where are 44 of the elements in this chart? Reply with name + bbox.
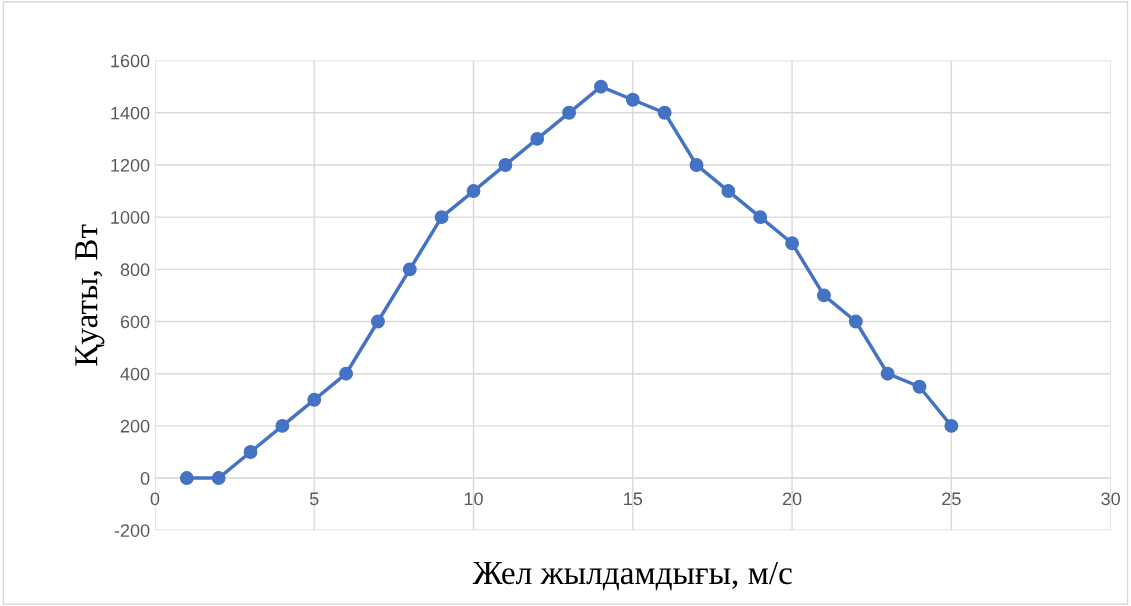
- y-tick-label: 200: [120, 419, 150, 433]
- y-tick-label: 1200: [111, 158, 150, 172]
- point: [243, 445, 258, 459]
- point: [179, 471, 194, 486]
- y-tick-label: 1400: [111, 106, 150, 120]
- y-tick-label: 800: [120, 263, 150, 277]
- y-tick-label: 600: [120, 315, 150, 329]
- x-axis-title: Жел жылдамдығы, м/с: [472, 561, 792, 591]
- point: [816, 288, 831, 303]
- x-tick-label: 20: [782, 492, 802, 506]
- point: [370, 314, 385, 329]
- point: [912, 379, 927, 394]
- y-tick-label: 1600: [111, 54, 150, 68]
- point: [562, 105, 577, 120]
- point: [434, 210, 449, 225]
- x-tick-label: 5: [309, 492, 319, 506]
- point: [498, 158, 513, 172]
- y-tick-label: -200: [114, 524, 150, 537]
- point: [785, 236, 800, 251]
- point: [689, 158, 704, 172]
- point: [593, 79, 608, 94]
- y-tick-label: 1000: [111, 211, 150, 224]
- x-tick-label: 15: [624, 492, 643, 506]
- point: [402, 262, 417, 277]
- y-tick-label: 0: [140, 472, 150, 485]
- point: [721, 184, 736, 199]
- x-tick-label: 30: [1101, 492, 1120, 506]
- y-tick-label: 400: [120, 367, 150, 381]
- point: [466, 184, 481, 199]
- point: [880, 366, 895, 381]
- point: [530, 131, 545, 146]
- point: [753, 210, 768, 225]
- point: [307, 392, 322, 407]
- point: [339, 366, 354, 381]
- y-axis-title: Қуаты, Вт: [75, 224, 105, 366]
- x-tick-label: 10: [464, 492, 483, 506]
- point: [275, 418, 290, 433]
- point: [944, 418, 959, 433]
- point: [657, 105, 672, 120]
- x-tick-label: 0: [150, 492, 160, 506]
- point: [848, 314, 863, 329]
- x-tick-label: 25: [942, 492, 961, 506]
- point: [211, 471, 226, 486]
- point: [625, 92, 640, 107]
